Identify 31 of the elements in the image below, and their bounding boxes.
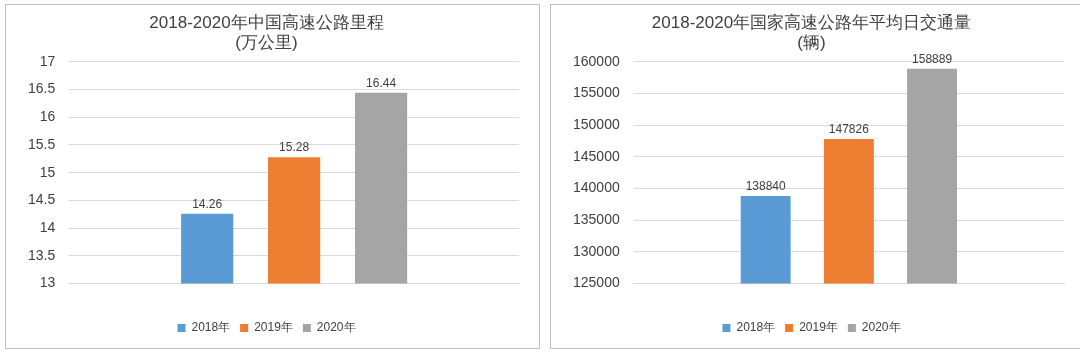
y-tick-label: 17 (39, 52, 56, 69)
chart-title: 2018-2020年中国高速公路里程 (万公里) (149, 12, 384, 53)
y-tick-label: 16 (39, 108, 56, 125)
y-tick-label: 160000 (573, 52, 620, 69)
y-tick-label: 150000 (573, 116, 620, 133)
y-tick-label: 155000 (573, 84, 620, 101)
y-tick-label: 15.5 (28, 135, 56, 152)
y-tick-label: 135000 (573, 211, 620, 228)
y-tick-label: 145000 (573, 147, 620, 164)
y-tick-label: 14.5 (28, 191, 56, 208)
legend-label: 2018年 (191, 320, 231, 335)
y-tick-label: 14 (39, 219, 56, 236)
legend-label: 2020年 (316, 320, 356, 335)
data-label: 147826 (828, 122, 870, 137)
legend-label: 2019年 (799, 320, 838, 335)
y-tick-label: 140000 (573, 179, 620, 196)
legend-label: 2019年 (254, 320, 293, 335)
data-label: 138840 (745, 179, 787, 194)
data-label: 15.28 (279, 140, 310, 155)
data-label: 16.44 (366, 76, 397, 91)
legend-label: 2020年 (861, 320, 901, 335)
legend-label: 2018年 (736, 320, 776, 335)
y-tick-label: 125000 (573, 274, 620, 291)
data-label: 158889 (912, 52, 953, 67)
y-tick-label: 130000 (573, 242, 620, 259)
y-tick-label: 15 (39, 163, 56, 180)
chart-title: 2018-2020年国家高速公路年平均日交通量 (辆) (651, 12, 972, 53)
y-tick-label: 13 (39, 274, 56, 291)
data-label: 14.26 (192, 197, 223, 212)
y-tick-label: 16.5 (28, 80, 56, 97)
y-tick-label: 13.5 (28, 246, 56, 263)
